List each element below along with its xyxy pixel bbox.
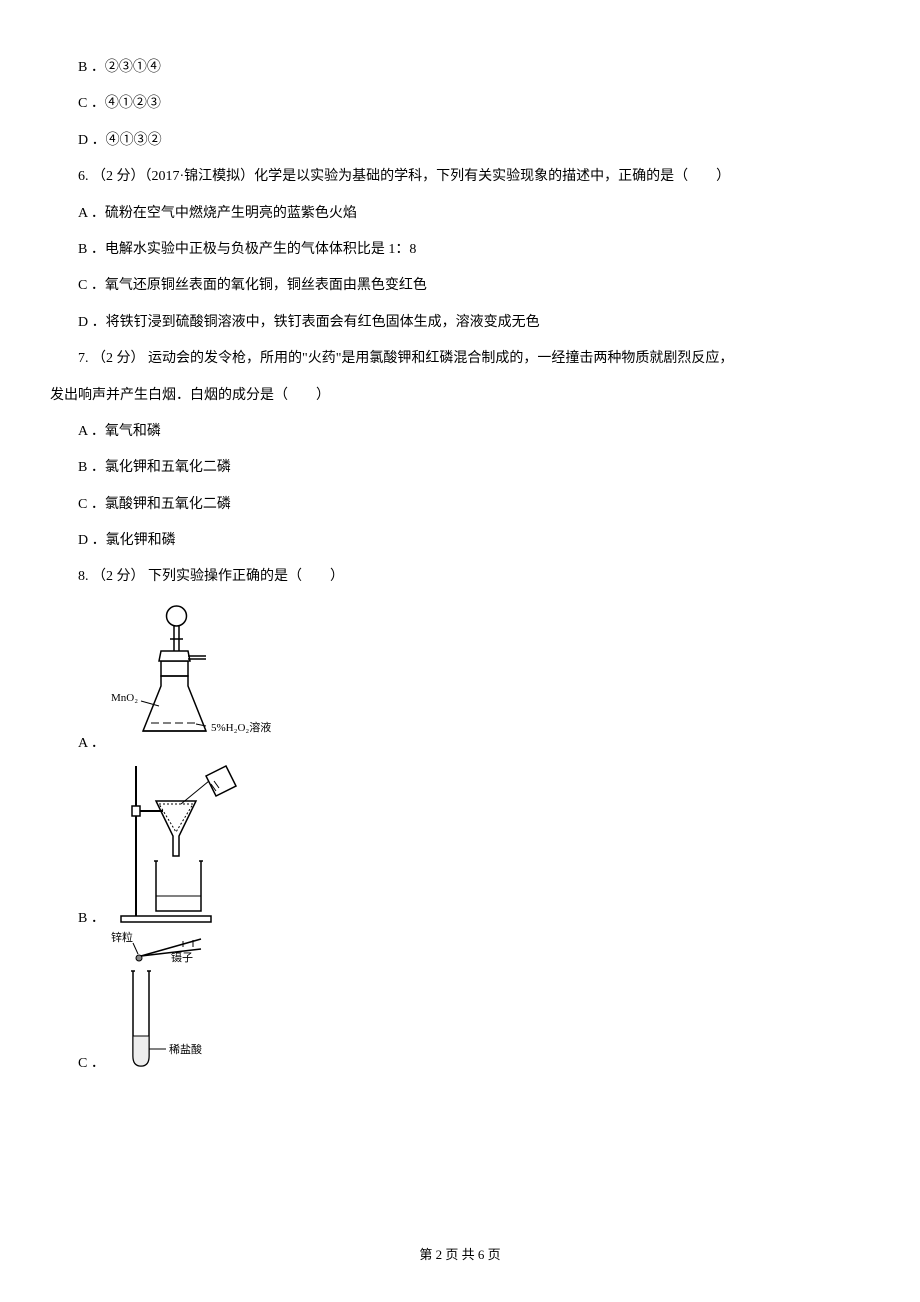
q7-stem-line2: 发出响声并产生白烟．白烟的成分是（ ） xyxy=(50,378,870,414)
mno2-label: MnO₂ xyxy=(111,692,138,704)
acid-label: 稀盐酸 xyxy=(169,1042,202,1056)
q8-label-a: A ． xyxy=(78,737,105,751)
q6-stem: 6. （2 分）（2017·锦江模拟）化学是以实验为基础的学科，下列有关实验现象… xyxy=(50,159,870,195)
h2o2-label: 5%H₂O₂溶液 xyxy=(211,720,271,734)
q8-stem: 8. （2 分） 下列实验操作正确的是（ ） xyxy=(50,559,870,595)
q6-option-b: B ．电解水实验中正极与负极产生的气体体积比是 1：8 xyxy=(50,232,870,268)
test-tube-diagram-icon: 锌粒 镊子 稀盐酸 xyxy=(111,931,241,1071)
option-c-top: C ．④①②③ xyxy=(50,86,870,122)
q8-label-b: B ． xyxy=(78,912,105,926)
q7-option-b: B ．氯化钾和五氧化二磷 xyxy=(50,450,870,486)
filtration-diagram-icon xyxy=(111,756,261,926)
option-b-top: B ．②③①④ xyxy=(50,50,870,86)
q7-option-a: A ．氧气和磷 xyxy=(50,414,870,450)
q8-diagram-a: A ． MnO₂ 5%H₂O₂溶液 xyxy=(50,601,870,751)
page-footer: 第 2 页 共 6 页 xyxy=(50,1238,870,1272)
q7-option-d: D ．氯化钾和磷 xyxy=(50,523,870,559)
q7-stem-line1: 7. （2 分） 运动会的发令枪，所用的"火药"是用氯酸钾和红磷混合制成的，一经… xyxy=(50,341,870,377)
tweezers-label: 镊子 xyxy=(171,951,193,964)
q6-option-a: A ．硫粉在空气中燃烧产生明亮的蓝紫色火焰 xyxy=(50,196,870,232)
q6-option-c: C ．氧气还原铜丝表面的氧化铜，铜丝表面由黑色变红色 xyxy=(50,268,870,304)
q8-diagram-c: C ． 锌粒 镊子 稀盐酸 xyxy=(50,931,870,1071)
flask-diagram-icon: MnO₂ 5%H₂O₂溶液 xyxy=(111,601,311,751)
q7-option-c: C ．氯酸钾和五氧化二磷 xyxy=(50,487,870,523)
zinc-label: 锌粒 xyxy=(111,931,133,944)
q8-label-c: C ． xyxy=(78,1057,105,1071)
q8-diagram-b: B ． xyxy=(50,756,870,926)
q6-option-d: D ．将铁钉浸到硫酸铜溶液中，铁钉表面会有红色固体生成，溶液变成无色 xyxy=(50,305,870,341)
option-d-top: D ．④①③② xyxy=(50,123,870,159)
